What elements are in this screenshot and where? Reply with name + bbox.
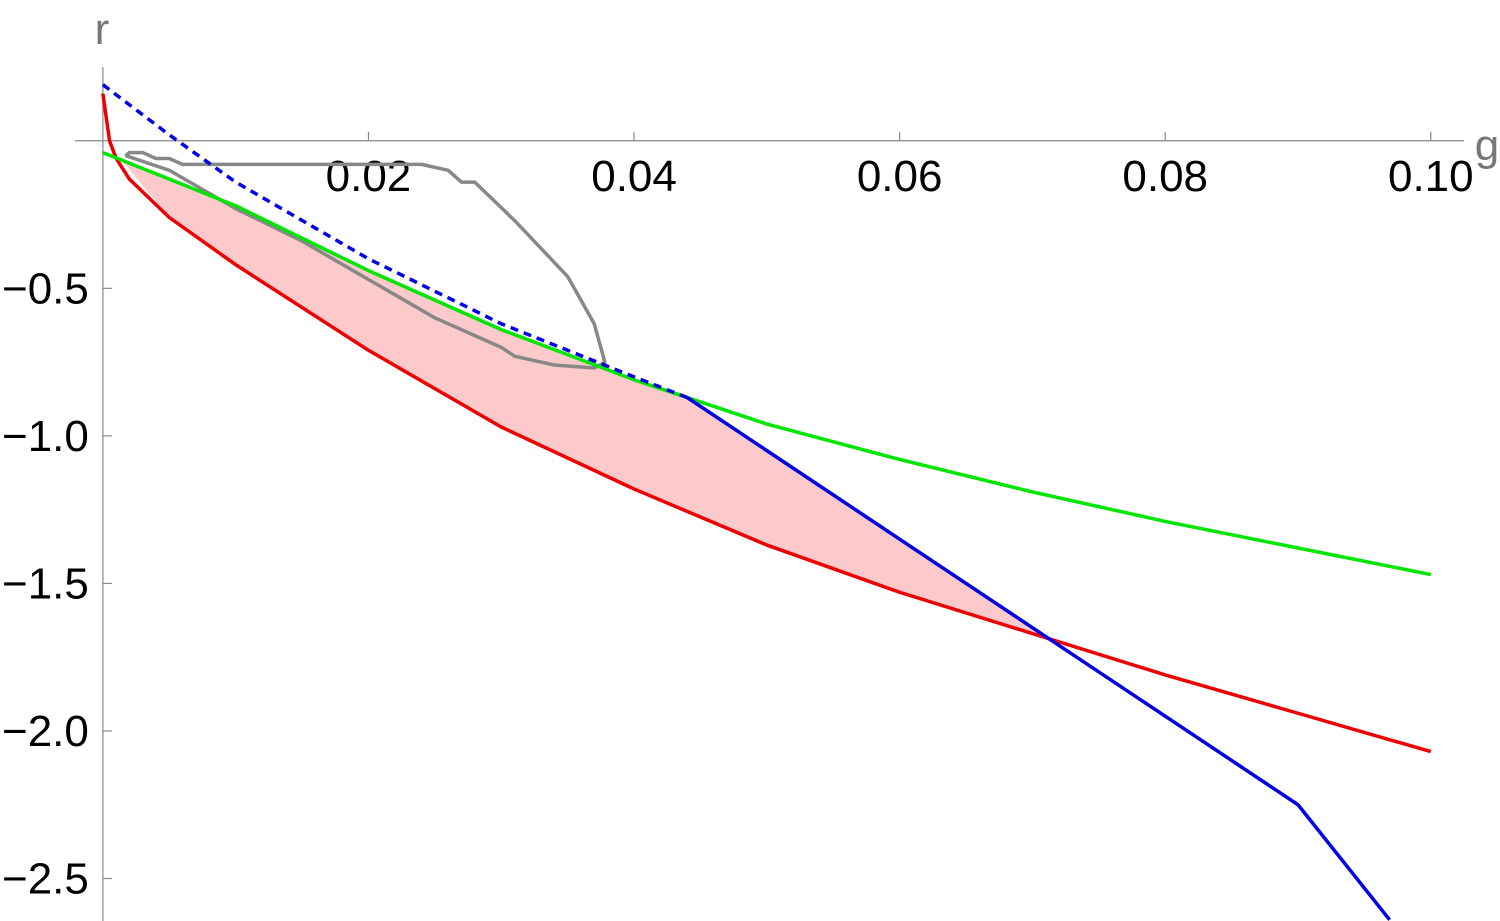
- y-tick-label: −1.5: [2, 559, 89, 608]
- x-tick-label: 0.10: [1388, 152, 1474, 201]
- x-tick-label: 0.08: [1122, 152, 1208, 201]
- curve: [101, 93, 1432, 754]
- x-tick-label: 0.02: [326, 152, 412, 201]
- curve: [124, 150, 607, 370]
- x-tick-label: 0.04: [591, 152, 677, 201]
- x-axis-label: g: [1475, 121, 1499, 170]
- shaded-region: [122, 161, 1046, 637]
- y-axis-label: r: [95, 5, 110, 54]
- y-tick-label: −2.5: [2, 855, 89, 904]
- y-tick-label: −1.0: [2, 412, 89, 461]
- curve: [686, 396, 1392, 921]
- curve: [101, 83, 688, 400]
- y-tick-label: −2.0: [2, 707, 89, 756]
- x-tick-label: 0.06: [857, 152, 943, 201]
- y-tick-label: −0.5: [2, 264, 89, 313]
- curve: [102, 150, 1432, 577]
